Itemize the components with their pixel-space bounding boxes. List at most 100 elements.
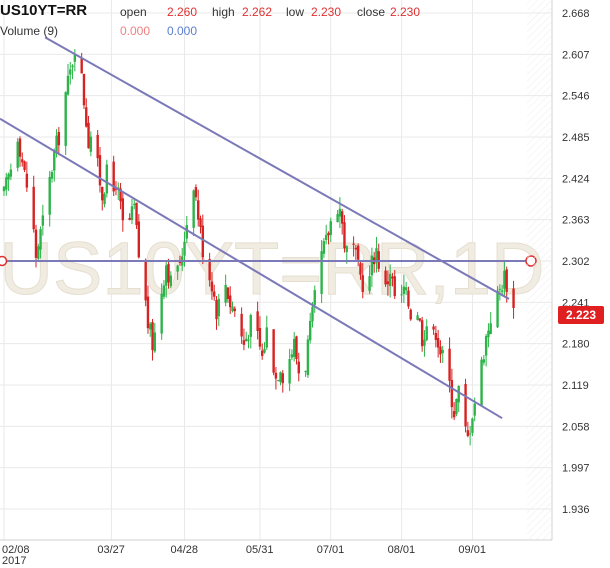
candle-up bbox=[16, 137, 19, 172]
candle-up bbox=[308, 312, 312, 344]
candle-body bbox=[71, 65, 74, 68]
candle-body bbox=[162, 285, 166, 297]
trendline-upper-channel[interactable] bbox=[44, 36, 510, 300]
candle-body bbox=[370, 255, 374, 276]
future-area-hatch bbox=[527, 0, 552, 540]
candle-body bbox=[96, 134, 99, 159]
candle-body bbox=[329, 221, 332, 235]
last-price-tag: 2.223 bbox=[558, 306, 604, 324]
candle-up bbox=[292, 332, 296, 362]
candle-down bbox=[295, 335, 298, 365]
y-tick-label: 2.485 bbox=[562, 132, 590, 144]
candle-up bbox=[73, 49, 77, 72]
candle-down bbox=[151, 318, 154, 361]
candle-body bbox=[441, 349, 444, 354]
candle-down bbox=[128, 213, 131, 221]
candle-body bbox=[146, 296, 150, 329]
candle-body bbox=[199, 218, 202, 227]
candle-body bbox=[233, 308, 236, 312]
candle-down bbox=[361, 263, 364, 299]
candle-body bbox=[457, 386, 460, 403]
x-tick-label: 08/01 bbox=[388, 544, 416, 556]
candle-up bbox=[288, 348, 291, 392]
candle-body bbox=[361, 275, 364, 292]
candle-down bbox=[167, 258, 170, 289]
candle-up bbox=[2, 185, 6, 196]
candle-down bbox=[418, 318, 422, 322]
candle-body bbox=[119, 188, 122, 202]
candle-up bbox=[153, 322, 157, 353]
candle-down bbox=[208, 252, 211, 287]
candle-body bbox=[215, 300, 218, 320]
candle-body bbox=[144, 260, 147, 301]
candle-down bbox=[359, 260, 362, 280]
candle-body bbox=[185, 225, 188, 239]
trendline-layer[interactable] bbox=[0, 36, 537, 420]
candle-body bbox=[137, 221, 141, 258]
candle-up bbox=[320, 240, 323, 304]
x-tick-label: 05/31 bbox=[246, 544, 274, 556]
candle-body bbox=[32, 186, 35, 230]
candle-body bbox=[471, 418, 474, 433]
candle-body bbox=[404, 287, 408, 291]
candle-down bbox=[434, 325, 438, 348]
candle-body bbox=[375, 248, 378, 263]
candle-body bbox=[167, 263, 170, 283]
high-label: high bbox=[212, 5, 235, 19]
y-tick-label: 2.302 bbox=[562, 256, 590, 268]
candle-down bbox=[439, 340, 442, 363]
candle-body bbox=[224, 284, 227, 303]
candle-up bbox=[482, 354, 486, 366]
candle-down bbox=[407, 286, 410, 309]
candle-body bbox=[213, 291, 216, 297]
x-tick-label: 02/08 bbox=[2, 544, 30, 556]
candle-body bbox=[103, 193, 106, 205]
candle-down bbox=[340, 208, 344, 235]
candle-body bbox=[439, 346, 442, 355]
candle-down bbox=[23, 160, 26, 173]
x-tick-label: 03/27 bbox=[97, 544, 125, 556]
candle-up bbox=[503, 261, 506, 297]
candle-body bbox=[50, 172, 54, 179]
candle-down bbox=[274, 367, 278, 390]
candle-body bbox=[128, 217, 131, 220]
trendline-handle-left[interactable] bbox=[0, 255, 8, 267]
candle-body bbox=[194, 187, 198, 198]
candle-up bbox=[89, 131, 93, 157]
candle-body bbox=[434, 333, 438, 340]
candle-body bbox=[304, 371, 307, 373]
trendline-lower-channel[interactable] bbox=[0, 117, 503, 420]
candle-body bbox=[149, 323, 152, 330]
y-tick-label: 1.936 bbox=[562, 504, 590, 516]
candle-body bbox=[320, 251, 323, 294]
candle-body bbox=[311, 306, 314, 322]
candle-body bbox=[133, 204, 136, 206]
candle-down bbox=[213, 284, 216, 301]
candle-body bbox=[498, 288, 502, 290]
candle-up bbox=[37, 243, 40, 262]
candle-down bbox=[436, 329, 440, 358]
y-axis: 2.6682.6072.5462.4852.4242.3632.3022.241… bbox=[551, 0, 590, 540]
candle-up bbox=[48, 170, 51, 227]
candle-body bbox=[384, 270, 387, 285]
grid-lines bbox=[0, 0, 552, 540]
candle-down bbox=[452, 402, 456, 421]
candle-body bbox=[245, 338, 248, 342]
y-tick-label: 2.058 bbox=[562, 421, 590, 433]
candle-up bbox=[375, 236, 378, 273]
candle-body bbox=[226, 287, 230, 299]
candle-body bbox=[57, 132, 61, 146]
candle-up bbox=[41, 204, 45, 236]
y-tick-label: 2.607 bbox=[562, 49, 590, 61]
candle-down bbox=[343, 215, 346, 253]
candle-body bbox=[356, 245, 360, 260]
candle-up bbox=[217, 293, 220, 327]
candle-body bbox=[295, 336, 298, 360]
candle-up bbox=[133, 198, 136, 210]
candle-up bbox=[66, 63, 70, 96]
candle-body bbox=[468, 433, 472, 435]
candle-up bbox=[249, 313, 252, 349]
candle-up bbox=[247, 334, 250, 349]
candle-body bbox=[343, 222, 346, 249]
